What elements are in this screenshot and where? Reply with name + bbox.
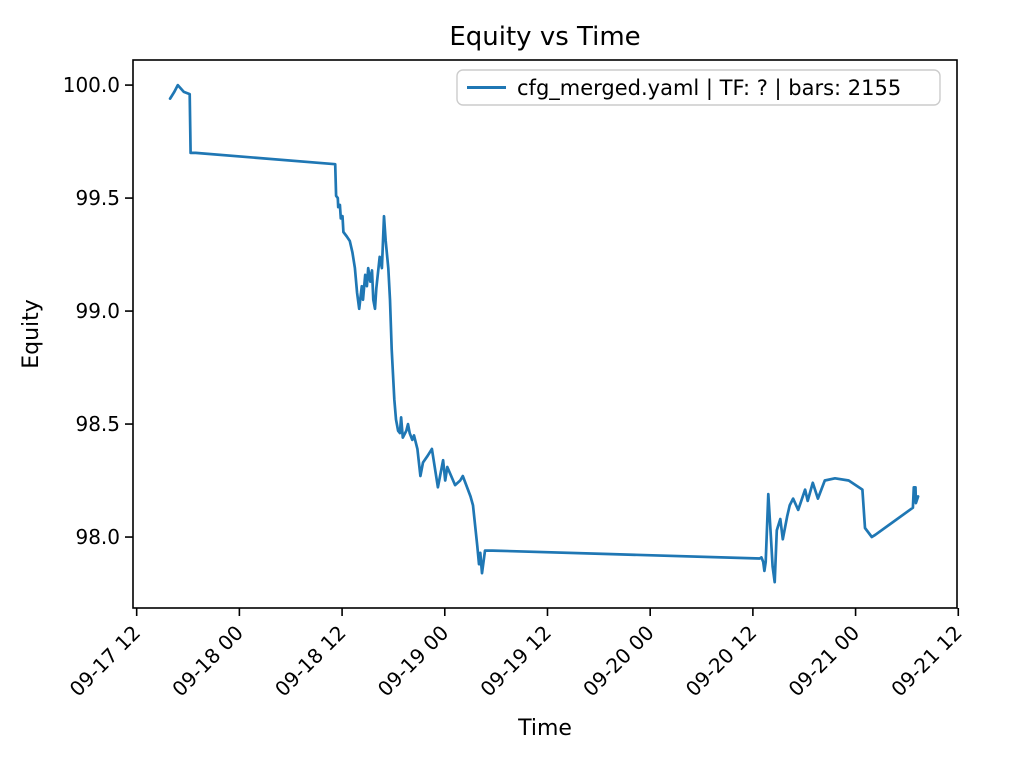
y-tick-label: 99.0 xyxy=(75,299,120,323)
series-layer xyxy=(168,83,920,584)
legend-entry-label: cfg_merged.yaml | TF: ? | bars: 2155 xyxy=(517,76,901,101)
x-tick-label: 09-19 12 xyxy=(475,621,556,702)
x-tick-label: 09-18 00 xyxy=(167,621,248,702)
chart-title: Equity vs Time xyxy=(449,22,640,52)
legend-frame xyxy=(456,69,941,106)
y-tick-label: 98.5 xyxy=(75,412,120,436)
x-tick-label: 09-20 00 xyxy=(578,621,659,702)
x-tick-label: 09-21 12 xyxy=(886,621,967,702)
x-tick-label: 09-20 12 xyxy=(681,621,762,702)
ticks-layer: 09-17 12 09-18 00 09-18 12 09-19 00 09-19 12… xyxy=(63,73,967,701)
y-axis-label: Equity xyxy=(19,299,44,369)
x-tick-label: 09-18 12 xyxy=(270,621,351,702)
plot-spines xyxy=(132,59,958,609)
equity-line-series xyxy=(168,83,920,584)
x-tick-label: 09-19 00 xyxy=(373,621,454,702)
x-tick-label: 09-21 00 xyxy=(784,621,865,702)
x-tick-label: 09-17 12 xyxy=(65,621,146,702)
y-tick-label: 100.0 xyxy=(63,73,120,97)
x-axis-label: Time xyxy=(517,716,572,741)
y-tick-label: 98.0 xyxy=(75,525,120,549)
legend-box: cfg_merged.yaml | TF: ? | bars: 2155 xyxy=(456,69,941,106)
y-tick-label: 99.5 xyxy=(75,186,120,210)
